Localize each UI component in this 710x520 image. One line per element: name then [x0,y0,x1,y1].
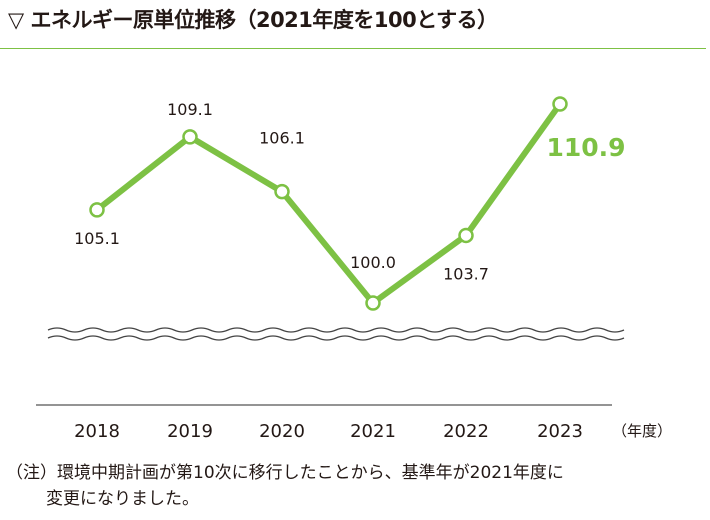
x-tick-label-2020: 2020 [259,421,305,442]
x-axis-unit-label: （年度） [612,422,672,440]
x-tick-label-2021: 2021 [350,421,396,442]
value-label-2019: 109.1 [167,100,213,119]
axis-break-wave-1 [47,327,625,333]
data-point-2023 [552,96,568,112]
value-label-2023: 110.9 [546,133,625,162]
data-point-2022 [458,227,474,244]
x-tick-label-2022: 2022 [443,421,489,442]
x-tick-label-2019: 2019 [167,421,213,442]
footnote-line-2: 変更になりました。 [46,489,199,509]
x-tick-label-2018: 2018 [74,421,120,442]
value-label-2020: 106.1 [259,129,305,148]
series-line [94,101,563,306]
value-label-2022: 103.7 [443,264,489,283]
footnote-line-1: （注）環境中期計画が第10次に移行したことから、基準年が2021年度に [6,463,564,483]
value-label-2018: 105.1 [74,229,120,248]
data-point-2018 [89,202,105,218]
chart-title: ▽ エネルギー原単位推移（2021年度を100とする） [8,8,498,32]
data-point-2021 [365,295,381,311]
title-divider [0,48,706,49]
data-point-2019 [182,129,198,145]
value-label-2021: 100.0 [350,253,396,272]
x-tick-label-2023: 2023 [537,421,583,442]
data-point-2020 [274,183,290,200]
axis-break-mark [47,327,625,341]
axis-break-wave-2 [47,335,625,341]
footnote: （注）環境中期計画が第10次に移行したことから、基準年が2021年度に 変更にな… [6,460,564,512]
